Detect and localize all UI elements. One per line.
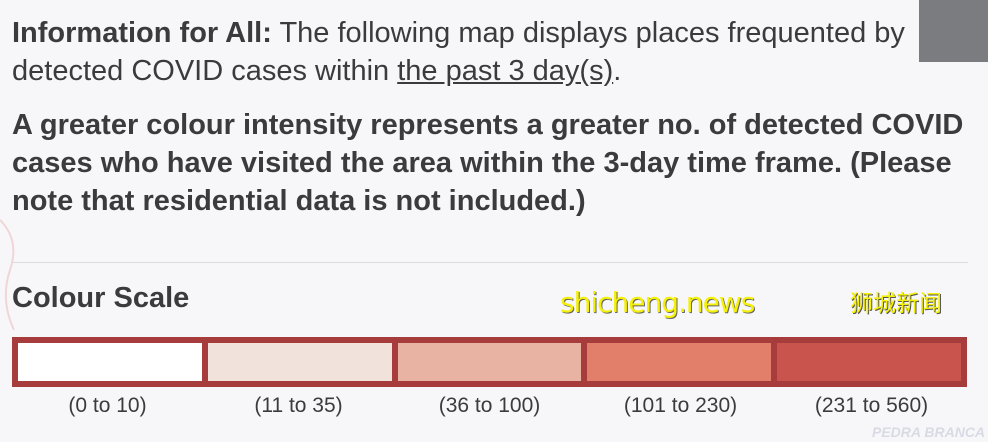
colour-scale-labels: (0 to 10) (11 to 35) (36 to 100) (101 to 23… [12,394,967,418]
colour-scale-title: Colour Scale [12,282,190,314]
divider [12,262,968,263]
colour-scale-swatch [207,343,392,381]
colour-scale-label: (231 to 560) [814,394,929,417]
info-panel: Information for All: The following map d… [12,14,972,220]
colour-scale-label: (11 to 35) [254,394,343,417]
map-place-label: PEDRA BRANCA [872,424,986,440]
colour-scale-label: (0 to 10) [68,394,147,417]
watermark-logo-top: 狮城新闻 [850,291,942,317]
colour-scale-swatch [587,343,772,381]
map-coastline [0,219,15,331]
colour-scale-swatch [397,343,582,381]
info-paragraph: Information for All: The following map d… [12,14,972,90]
colour-scale-label: (101 to 230) [623,394,738,417]
time-window-link: the past 3 day(s) [397,55,614,87]
watermark-logo-bottom: shicheng.news [560,286,755,319]
colour-scale-bar [12,337,967,387]
colour-scale-swatch [777,343,961,381]
info-text: The following map displays places freque… [12,17,905,87]
info-text-end: . [613,55,622,87]
info-lead: Information for All: [12,17,272,49]
map-control-box[interactable] [919,0,988,62]
colour-scale-swatch [18,343,202,381]
intensity-note: A greater colour intensity represents a … [12,109,964,217]
colour-scale-label: (36 to 100) [438,394,541,417]
